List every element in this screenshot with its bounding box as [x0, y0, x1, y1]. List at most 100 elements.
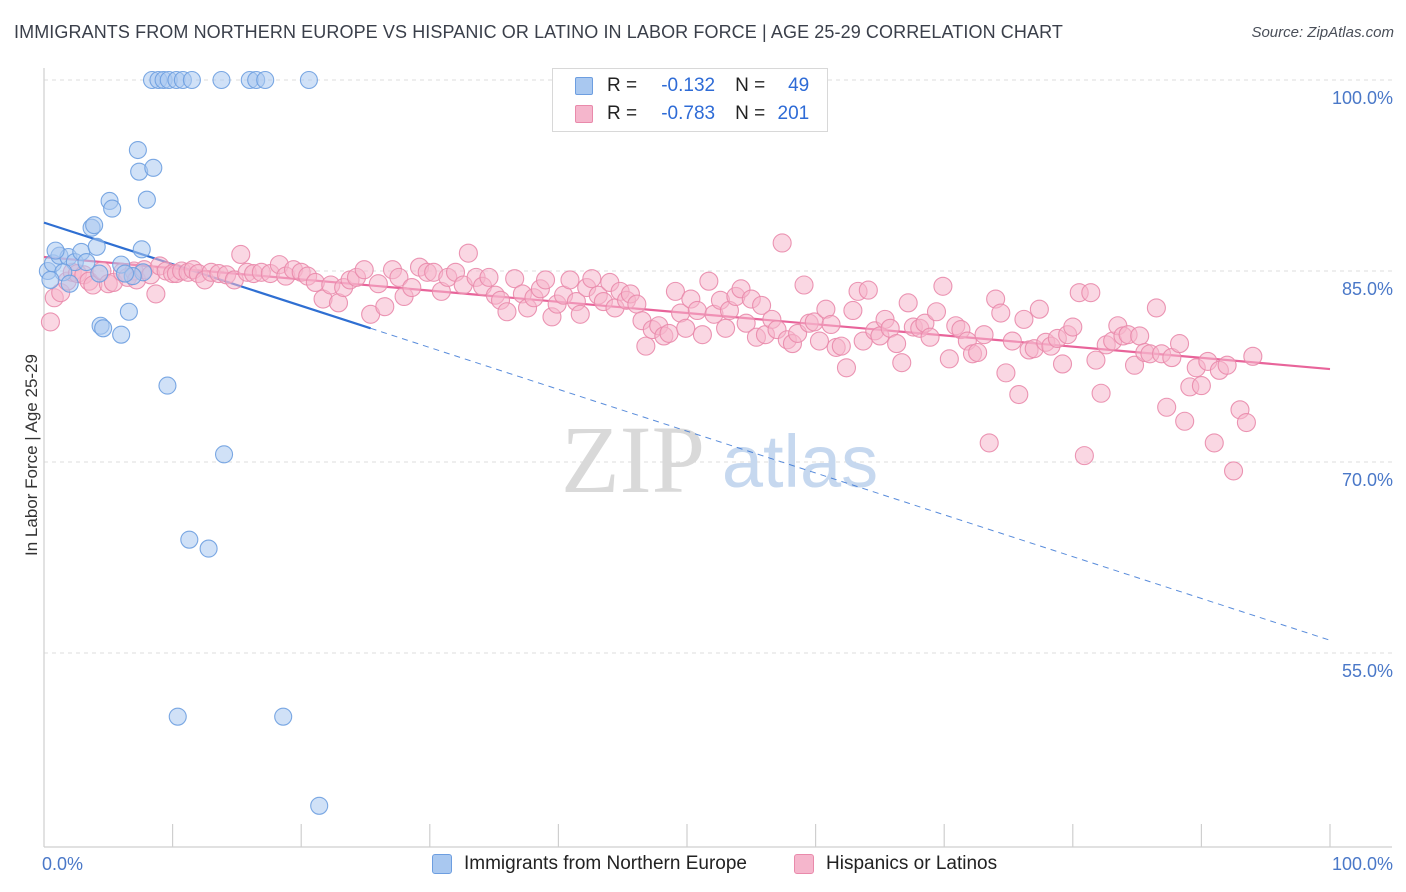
data-point-hispanics	[898, 293, 918, 313]
data-point-hispanics	[968, 342, 988, 363]
data-point-hispanics	[836, 358, 857, 378]
data-point-northern-europe	[132, 240, 151, 259]
data-point-northern-europe	[87, 237, 106, 256]
data-point-northern-europe	[137, 190, 156, 209]
data-point-hispanics	[736, 313, 756, 333]
data-point-northern-europe	[128, 140, 147, 160]
trend-extension-northern-europe	[370, 327, 1331, 641]
data-point-hispanics	[1157, 397, 1177, 417]
tick-labels: 100.0% 85.0% 70.0% 55.0% 0.0% 100.0%	[42, 88, 1393, 874]
data-point-hispanics	[665, 281, 685, 301]
y-tick-label: 100.0%	[1332, 88, 1393, 108]
data-point-hispanics	[1063, 317, 1083, 337]
data-point-hispanics	[794, 275, 814, 295]
data-point-hispanics	[368, 274, 388, 294]
data-point-northern-europe	[180, 530, 199, 549]
data-point-hispanics	[1091, 383, 1111, 403]
data-point-hispanics	[1191, 376, 1211, 396]
data-point-hispanics	[892, 353, 912, 373]
data-point-hispanics	[146, 284, 166, 304]
data-point-hispanics	[699, 271, 719, 291]
bottom-legend-label-2: Hispanics or Latinos	[826, 853, 998, 874]
legend-n-label: N =	[735, 103, 766, 124]
data-point-northern-europe	[103, 199, 122, 218]
data-point-northern-europe	[299, 70, 318, 90]
data-point-northern-europe	[112, 325, 131, 344]
data-point-hispanics	[920, 327, 940, 347]
data-point-hispanics	[772, 233, 792, 253]
bottom-legend-label-1: Immigrants from Northern Europe	[464, 853, 747, 874]
watermark: ZIP atlas	[561, 406, 878, 513]
x-tick-label: 0.0%	[42, 854, 83, 874]
data-point-hispanics	[1124, 355, 1145, 375]
legend-swatch-pink	[575, 105, 593, 123]
data-point-northern-europe	[182, 70, 201, 90]
data-point-hispanics	[231, 244, 251, 264]
data-point-northern-europe	[158, 376, 177, 395]
y-tick-label: 85.0%	[1342, 279, 1393, 299]
data-point-hispanics	[939, 349, 959, 369]
data-point-hispanics	[1009, 384, 1029, 405]
data-point-northern-europe	[274, 707, 293, 726]
data-point-hispanics	[659, 323, 679, 343]
data-point-hispanics	[1175, 411, 1195, 431]
data-point-hispanics	[570, 304, 590, 324]
data-point-hispanics	[627, 294, 647, 314]
data-point-hispanics	[497, 302, 517, 322]
data-point-northern-europe	[94, 319, 113, 338]
series-northern-europe-points	[38, 70, 329, 815]
data-point-hispanics	[809, 331, 830, 351]
data-point-hispanics	[1204, 433, 1224, 453]
data-point-northern-europe	[90, 264, 109, 283]
legend-r-label: R =	[607, 75, 638, 96]
data-point-hispanics	[40, 312, 60, 332]
bottom-legend-hispanics: Hispanics or Latinos	[794, 852, 997, 876]
data-point-hispanics	[1029, 299, 1049, 319]
legend-r-value-2: -0.783	[661, 103, 716, 124]
legend-n-value-1: 49	[788, 75, 810, 96]
data-point-hispanics	[1217, 355, 1237, 375]
y-tick-label: 55.0%	[1342, 661, 1393, 681]
legend-n-label: N =	[735, 75, 766, 96]
data-point-northern-europe	[214, 445, 234, 464]
data-point-hispanics	[687, 300, 707, 321]
data-point-hispanics	[1052, 354, 1073, 374]
data-point-northern-europe	[85, 216, 104, 235]
data-point-hispanics	[926, 302, 947, 322]
source-label: Source: ZipAtlas.com	[1251, 24, 1394, 41]
legend-r-label: R =	[607, 103, 638, 124]
data-point-hispanics	[991, 303, 1011, 323]
data-point-hispanics	[752, 295, 772, 315]
data-point-northern-europe	[115, 264, 135, 283]
legend-n-value-2: 201	[777, 103, 810, 124]
data-point-northern-europe	[199, 539, 218, 558]
data-point-hispanics	[354, 260, 374, 280]
chart-title: IMMIGRANTS FROM NORTHERN EUROPE VS HISPA…	[14, 22, 1063, 42]
y-tick-label: 70.0%	[1342, 470, 1393, 490]
bottom-legend-swatch-blue	[432, 854, 452, 874]
data-point-hispanics	[1224, 461, 1244, 481]
data-point-hispanics	[1002, 331, 1022, 351]
data-point-hispanics	[1081, 283, 1101, 303]
data-point-hispanics	[831, 336, 851, 356]
data-point-hispanics	[1169, 334, 1190, 354]
x-tick-label: 100.0%	[1332, 854, 1393, 874]
data-point-hispanics	[375, 297, 395, 317]
data-point-hispanics	[716, 318, 736, 338]
data-point-hispanics	[996, 363, 1016, 383]
data-point-hispanics	[389, 267, 409, 287]
data-point-hispanics	[858, 280, 878, 300]
data-point-hispanics	[676, 318, 696, 338]
data-point-hispanics	[479, 267, 499, 287]
series-hispanics-points	[40, 233, 1263, 481]
axes	[43, 68, 1392, 848]
data-point-hispanics	[887, 334, 907, 354]
data-point-hispanics	[933, 276, 953, 296]
data-point-northern-europe	[46, 241, 65, 260]
data-point-northern-europe	[168, 707, 187, 726]
bottom-legend-northern-europe: Immigrants from Northern Europe	[432, 852, 747, 876]
data-point-hispanics	[1086, 350, 1106, 370]
data-point-hispanics	[402, 278, 422, 298]
data-point-hispanics	[560, 270, 580, 290]
